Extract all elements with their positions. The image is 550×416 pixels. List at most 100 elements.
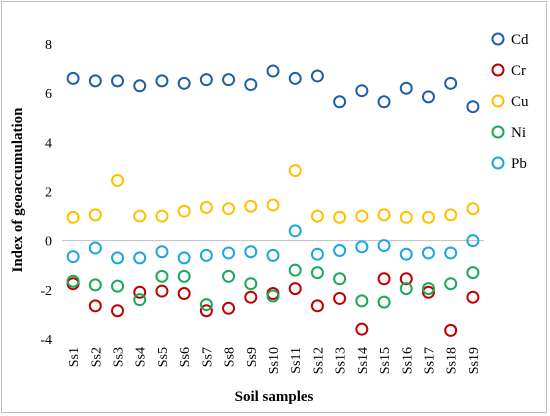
point-pb	[377, 239, 391, 253]
x-tick-label: Ss3	[112, 347, 127, 367]
point-cd	[133, 79, 147, 93]
point-cu	[66, 210, 80, 224]
legend-marker-ni	[491, 125, 505, 139]
point-cr	[244, 290, 258, 304]
y-tick-label: 0	[45, 235, 52, 250]
point-pb	[66, 250, 80, 264]
x-tick-label: Ss15	[378, 347, 393, 374]
legend: Cd Cr Cu Ni Pb	[491, 32, 529, 172]
point-cu	[266, 198, 280, 212]
point-cr	[377, 272, 391, 286]
legend-label-pb: Pb	[511, 156, 527, 172]
point-cu	[88, 208, 102, 222]
point-pb	[310, 247, 324, 261]
point-cd	[199, 73, 213, 87]
point-cu	[288, 164, 302, 178]
point-cd	[466, 100, 480, 114]
point-cd	[177, 76, 191, 90]
x-tick-label: Ss4	[134, 347, 149, 367]
point-cr	[333, 291, 347, 305]
x-tick-label: Ss8	[223, 347, 238, 367]
y-tick-label: -2	[40, 284, 52, 299]
legend-label-ni: Ni	[511, 125, 526, 141]
point-cd	[421, 90, 435, 104]
point-ni	[333, 272, 347, 286]
point-ni	[66, 274, 80, 288]
x-tick-label: Ss11	[289, 347, 304, 374]
y-axis-ticks: -4 -2 0 2 4 6 8	[40, 38, 52, 348]
point-cd	[288, 71, 302, 85]
y-tick-label: 6	[45, 87, 52, 102]
point-ni	[466, 266, 480, 280]
data-points	[66, 64, 480, 337]
point-cu	[444, 208, 458, 222]
x-tick-label: Ss17	[422, 347, 437, 374]
point-cr	[355, 322, 369, 336]
point-cr	[88, 299, 102, 313]
point-cd	[111, 74, 125, 88]
x-tick-label: Ss19	[467, 347, 482, 374]
x-axis-ticks: Ss1 Ss2 Ss3 Ss4 Ss5 Ss6 Ss7 Ss8 Ss9 Ss10 Ss11 Ss12 S…	[67, 347, 482, 374]
point-cd	[377, 95, 391, 109]
x-tick-label: Ss13	[334, 347, 349, 374]
point-cd	[310, 69, 324, 83]
point-ni	[222, 269, 236, 283]
x-tick-label: Ss2	[89, 347, 104, 367]
point-cd	[444, 76, 458, 90]
point-pb	[288, 224, 302, 238]
x-tick-label: Ss14	[356, 347, 371, 374]
point-cr	[177, 287, 191, 301]
point-ni	[88, 278, 102, 292]
point-ni	[444, 277, 458, 291]
point-cu	[177, 204, 191, 218]
legend-marker-pb	[491, 156, 505, 170]
x-tick-label: Ss10	[267, 347, 282, 374]
point-cu	[377, 208, 391, 222]
point-cu	[244, 199, 258, 213]
point-cr	[421, 285, 435, 299]
point-cd	[399, 81, 413, 95]
point-ni	[399, 282, 413, 296]
point-ni	[310, 266, 324, 280]
point-cu	[133, 209, 147, 223]
point-cu	[466, 202, 480, 216]
y-tick-label: -4	[40, 333, 52, 348]
point-ni	[177, 269, 191, 283]
x-tick-label: Ss1	[67, 347, 82, 367]
point-cd	[155, 74, 169, 88]
legend-marker-cu	[491, 94, 505, 108]
point-cu	[310, 209, 324, 223]
point-pb	[399, 247, 413, 261]
point-cr	[310, 299, 324, 313]
point-cu	[199, 200, 213, 214]
x-axis-title: Soil samples	[235, 389, 314, 405]
y-tick-label: 4	[45, 136, 52, 151]
point-pb	[177, 251, 191, 265]
point-ni	[355, 294, 369, 308]
point-cd	[244, 78, 258, 92]
x-tick-label: Ss9	[245, 347, 260, 367]
legend-label-cr: Cr	[511, 63, 526, 79]
point-pb	[466, 234, 480, 248]
point-ni	[111, 279, 125, 293]
point-pb	[444, 246, 458, 260]
point-pb	[88, 241, 102, 255]
y-axis-title: Index of geoaccumulation	[10, 107, 26, 273]
x-tick-label: Ss7	[200, 347, 215, 367]
point-ni	[199, 298, 213, 312]
point-ni	[377, 295, 391, 309]
point-pb	[266, 248, 280, 262]
point-cd	[66, 71, 80, 85]
point-cr	[399, 272, 413, 286]
point-cu	[222, 202, 236, 216]
point-cu	[333, 210, 347, 224]
point-cr	[222, 301, 236, 315]
y-tick-label: 2	[45, 186, 52, 201]
point-cu	[355, 209, 369, 223]
point-cr	[466, 290, 480, 304]
point-pb	[333, 244, 347, 257]
point-pb	[355, 240, 369, 254]
point-pb	[155, 245, 169, 259]
